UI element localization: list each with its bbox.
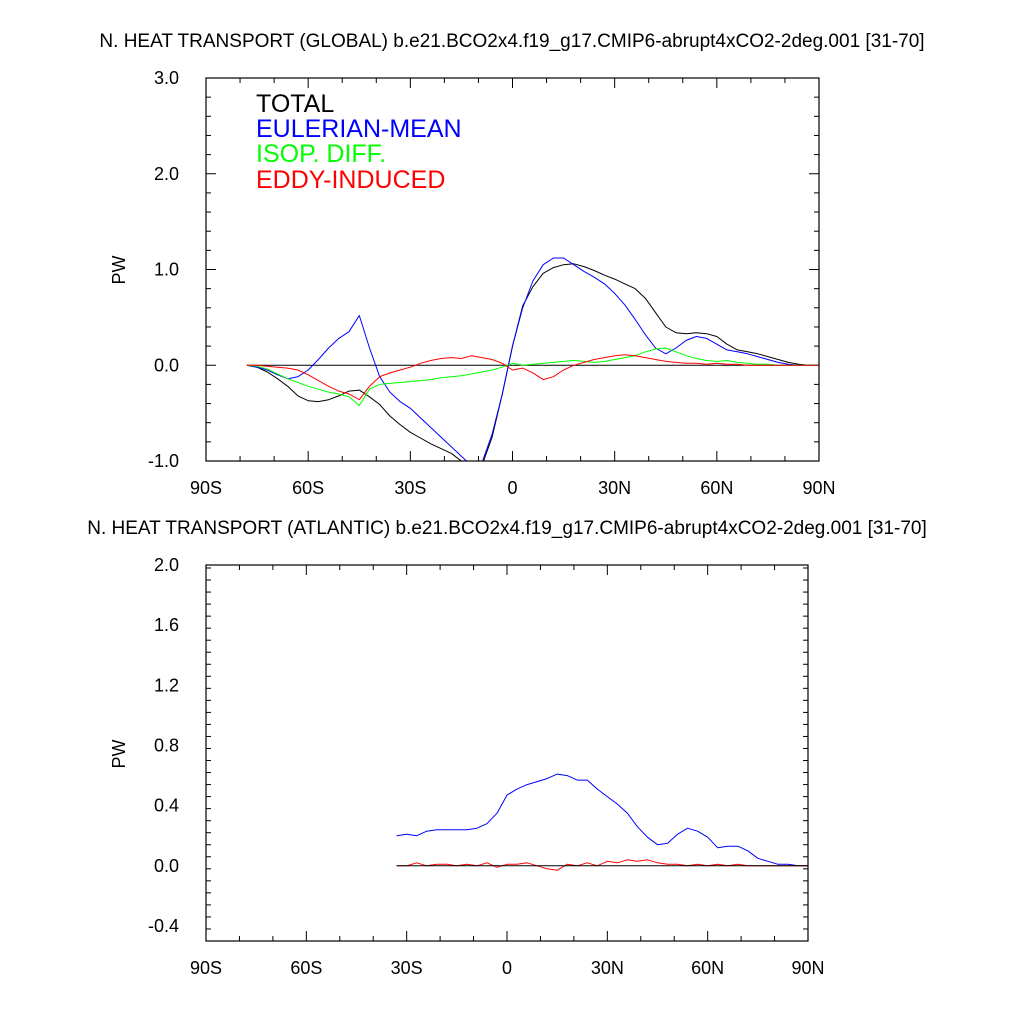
x-tick-label: 30N: [598, 478, 631, 498]
atlantic-chart-panel: N. HEAT TRANSPORT (ATLANTIC) b.e21.BCO2x…: [87, 518, 927, 978]
global-chart-panel: N. HEAT TRANSPORT (GLOBAL) b.e21.BCO2x4.…: [99, 31, 924, 498]
global-series-group: [246, 257, 819, 461]
x-tick-label: 60S: [290, 958, 322, 978]
y-tick-label: 0.0: [154, 856, 179, 876]
x-tick-label: 0: [507, 478, 517, 498]
x-tick-label: 90N: [791, 958, 824, 978]
atlantic-blue-line: [396, 773, 808, 867]
x-tick-label: 90S: [190, 478, 222, 498]
y-tick-label: 0.8: [154, 735, 179, 755]
y-tick-label: 1.2: [154, 675, 179, 695]
atlantic-red-line: [396, 859, 808, 871]
global-total-line: [246, 263, 819, 461]
x-tick-label: 30S: [391, 958, 423, 978]
y-tick-label: 0.0: [154, 355, 179, 375]
y-tick-label: -0.4: [148, 916, 179, 936]
global-isop-diff-line: [246, 347, 819, 406]
x-tick-label: 60N: [691, 958, 724, 978]
y-tick-label: 2.0: [154, 555, 179, 575]
global-chart-title: N. HEAT TRANSPORT (GLOBAL) b.e21.BCO2x4.…: [99, 31, 924, 52]
x-tick-label: 60S: [292, 478, 324, 498]
x-tick-label: 0: [502, 958, 512, 978]
legend-eulerian-mean: EULERIAN-MEAN: [256, 115, 462, 143]
legend-eddy-induced: EDDY-INDUCED: [256, 166, 445, 194]
x-tick-label: 90S: [190, 958, 222, 978]
global-axis-ticks: 90S 60S 30S 0 30N 60N 90N -1.0 0.0 1.0 2.0 3.0: [148, 68, 836, 498]
x-tick-label: 90N: [802, 478, 835, 498]
legend-total: TOTAL: [256, 90, 334, 118]
x-tick-label: 30N: [591, 958, 624, 978]
y-tick-label: 1.6: [154, 615, 179, 635]
y-tick-label: -1.0: [148, 451, 179, 471]
y-tick-label: 1.0: [154, 260, 179, 280]
y-tick-label: 2.0: [154, 164, 179, 184]
global-plot-frame: [205, 77, 820, 462]
global-y-axis-label: PW: [109, 255, 129, 284]
atlantic-chart-title: N. HEAT TRANSPORT (ATLANTIC) b.e21.BCO2x…: [87, 518, 927, 539]
global-eddy-induced-line: [246, 354, 819, 401]
y-tick-label: 0.4: [154, 796, 179, 816]
y-tick-label: 3.0: [154, 68, 179, 88]
x-tick-label: 30S: [394, 478, 426, 498]
atlantic-series-group: [396, 773, 808, 871]
atlantic-axis-ticks: 90S 60S 30S 0 30N 60N 90N -0.4 0.0 0.4 0.8 1.2 1.6 2.…: [148, 555, 825, 978]
x-tick-label: 60N: [700, 478, 733, 498]
atlantic-plot-frame: [205, 564, 809, 942]
atlantic-y-axis-label: PW: [109, 739, 129, 768]
global-legend: TOTAL EULERIAN-MEAN ISOP. DIFF. EDDY-IND…: [256, 90, 462, 194]
legend-isop-diff: ISOP. DIFF.: [256, 140, 386, 168]
global-eulerian-mean-line: [246, 257, 819, 461]
